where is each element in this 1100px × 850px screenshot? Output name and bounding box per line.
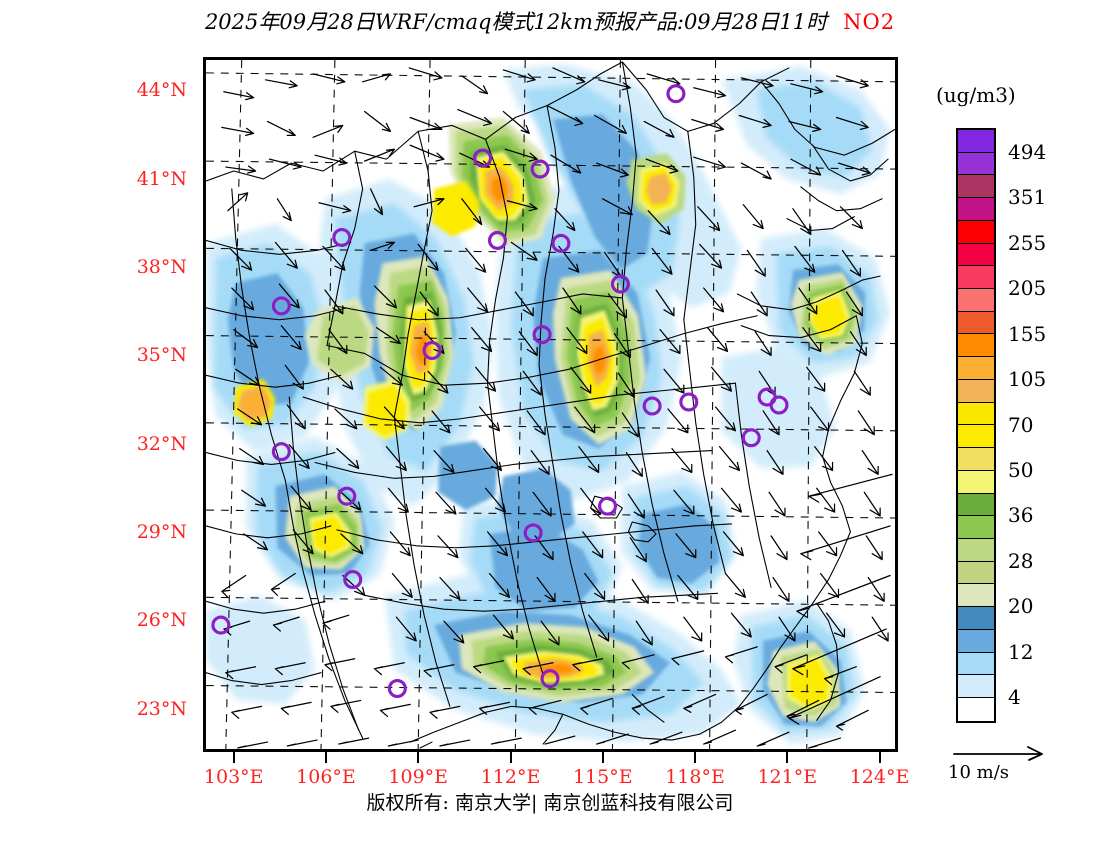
lon-label-112: 112°E bbox=[480, 766, 541, 788]
lat-label-26: 26°N bbox=[136, 609, 187, 632]
lon-label-124: 124°E bbox=[849, 766, 910, 788]
colorbar-band-18 bbox=[958, 538, 994, 562]
colorbar-unit-label: (ug/m3) bbox=[936, 83, 1016, 107]
colorbar-tick-70: 70 bbox=[1008, 412, 1034, 437]
chart-title: 2025年09月28日WRF/cmaq模式12km预报产品:09月28日11时 N… bbox=[0, 6, 1100, 36]
lon-tick-118 bbox=[694, 752, 697, 763]
lon-label-118: 118°E bbox=[665, 766, 725, 788]
colorbar-tick-50: 50 bbox=[1008, 457, 1034, 482]
lon-label-115: 115°E bbox=[572, 766, 633, 788]
colorbar-tick-351: 351 bbox=[1008, 185, 1047, 210]
lat-label-23: 23°N bbox=[136, 697, 187, 720]
map-plot-area[interactable] bbox=[203, 57, 898, 752]
arrow-right-icon bbox=[953, 746, 1043, 761]
lat-tick-41 bbox=[203, 183, 206, 185]
lat-tick-26 bbox=[203, 624, 206, 626]
colorbar-band-25 bbox=[958, 697, 994, 721]
colorbar-tick-36: 36 bbox=[1008, 503, 1034, 528]
colorbar-tick-4: 4 bbox=[1008, 685, 1021, 710]
lon-label-109: 109°E bbox=[388, 766, 449, 788]
lon-label-121: 121°E bbox=[757, 766, 818, 788]
colorbar-band-2 bbox=[958, 175, 994, 199]
colorbar-band-21 bbox=[958, 607, 994, 630]
lon-label-106: 106°E bbox=[296, 766, 356, 788]
colorbar-tick-255: 255 bbox=[1008, 230, 1047, 255]
colorbar[interactable] bbox=[956, 128, 996, 723]
map-canvas bbox=[206, 60, 895, 749]
colorbar-band-9 bbox=[958, 334, 994, 358]
colorbar-band-11 bbox=[958, 379, 994, 403]
colorbar-band-5 bbox=[958, 243, 994, 267]
chart-title-species: NO2 bbox=[843, 10, 896, 34]
lat-tick-32 bbox=[203, 448, 206, 450]
lat-tick-29 bbox=[203, 536, 206, 538]
colorbar-band-17 bbox=[958, 516, 994, 539]
lon-tick-121 bbox=[786, 752, 789, 763]
colorbar-band-14 bbox=[958, 448, 994, 471]
colorbar-band-16 bbox=[958, 493, 994, 517]
colorbar-band-19 bbox=[958, 561, 994, 585]
colorbar-band-1 bbox=[958, 152, 994, 176]
lat-tick-44 bbox=[203, 94, 206, 96]
wind-scale-legend bbox=[950, 742, 1090, 794]
lon-tick-109 bbox=[417, 752, 420, 763]
colorbar-band-13 bbox=[958, 425, 994, 449]
colorbar-band-10 bbox=[958, 357, 994, 380]
lat-label-41: 41°N bbox=[136, 167, 187, 190]
colorbar-band-24 bbox=[958, 675, 994, 698]
colorbar-band-12 bbox=[958, 402, 994, 426]
lat-label-44: 44°N bbox=[136, 79, 187, 102]
colorbar-band-0 bbox=[958, 130, 994, 153]
colorbar-band-7 bbox=[958, 289, 994, 312]
chart-title-main: 2025年09月28日WRF/cmaq模式12km预报产品:09月28日11时 bbox=[204, 10, 828, 34]
lat-tick-23 bbox=[203, 713, 206, 715]
wind-scale-label: 10 m/s bbox=[948, 762, 1009, 783]
lon-tick-106 bbox=[325, 752, 327, 763]
lat-label-29: 29°N bbox=[136, 521, 187, 544]
colorbar-tick-12: 12 bbox=[1008, 639, 1034, 664]
colorbar-tick-494: 494 bbox=[1008, 139, 1047, 164]
lon-tick-124 bbox=[878, 752, 881, 763]
colorbar-tick-155: 155 bbox=[1008, 321, 1047, 346]
lat-label-35: 35°N bbox=[136, 344, 187, 367]
lat-label-38: 38°N bbox=[136, 256, 187, 279]
lat-tick-38 bbox=[203, 271, 206, 273]
colorbar-band-20 bbox=[958, 584, 994, 608]
colorbar-band-8 bbox=[958, 311, 994, 335]
colorbar-band-4 bbox=[958, 220, 994, 244]
copyright-notice: 版权所有: 南京大学| 南京创蓝科技有限公司 bbox=[366, 792, 734, 814]
lat-label-32: 32°N bbox=[136, 432, 187, 455]
lon-tick-103 bbox=[232, 752, 235, 763]
colorbar-band-6 bbox=[958, 266, 994, 290]
colorbar-tick-105: 105 bbox=[1008, 367, 1047, 392]
colorbar-band-15 bbox=[958, 470, 994, 494]
colorbar-tick-28: 28 bbox=[1008, 548, 1034, 573]
lon-label-103: 103°E bbox=[203, 766, 264, 788]
lon-tick-115 bbox=[601, 752, 604, 763]
colorbar-tick-20: 20 bbox=[1008, 594, 1034, 619]
lon-tick-112 bbox=[509, 752, 512, 763]
colorbar-band-23 bbox=[958, 652, 994, 676]
colorbar-tick-205: 205 bbox=[1008, 276, 1047, 301]
colorbar-band-22 bbox=[958, 629, 994, 653]
colorbar-band-3 bbox=[958, 198, 994, 221]
lat-tick-35 bbox=[203, 359, 206, 361]
